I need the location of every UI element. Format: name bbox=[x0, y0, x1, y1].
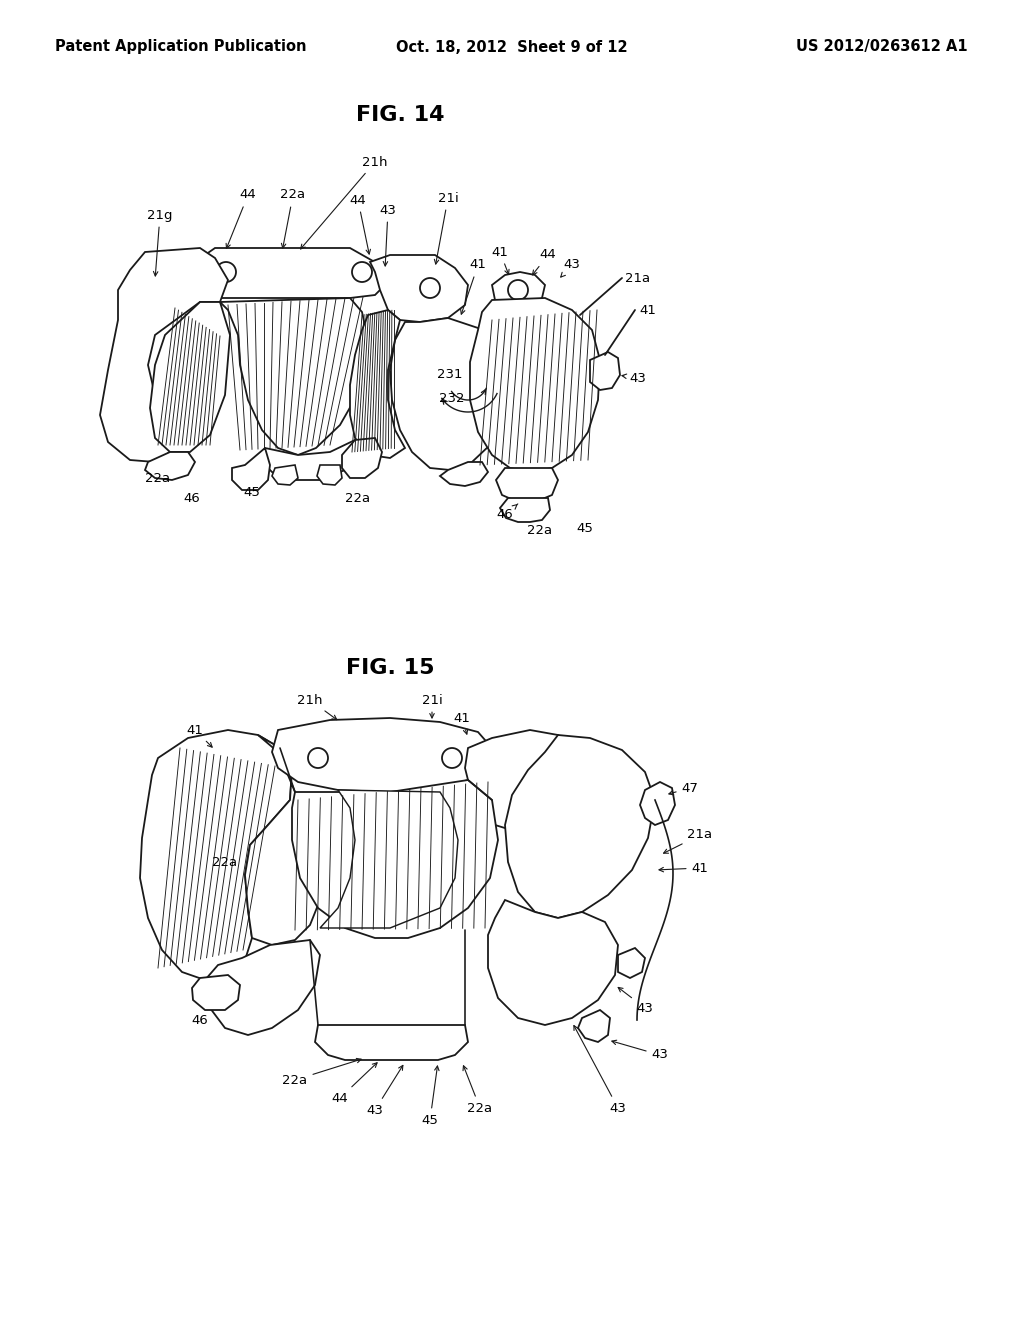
Text: 231: 231 bbox=[437, 368, 463, 381]
Polygon shape bbox=[325, 1030, 355, 1049]
Text: Patent Application Publication: Patent Application Publication bbox=[55, 40, 306, 54]
Text: 45: 45 bbox=[422, 1067, 439, 1126]
Polygon shape bbox=[196, 248, 388, 298]
Text: 46: 46 bbox=[183, 491, 201, 504]
Text: 22a: 22a bbox=[145, 471, 171, 484]
Polygon shape bbox=[505, 735, 655, 917]
Polygon shape bbox=[315, 1026, 468, 1060]
Polygon shape bbox=[492, 272, 545, 306]
Text: 22a: 22a bbox=[345, 491, 371, 504]
Circle shape bbox=[442, 748, 462, 768]
Polygon shape bbox=[272, 465, 298, 484]
Text: 22a: 22a bbox=[527, 524, 553, 536]
Polygon shape bbox=[500, 498, 550, 521]
Text: 21a: 21a bbox=[664, 829, 713, 853]
Polygon shape bbox=[272, 718, 492, 792]
Text: US 2012/0263612 A1: US 2012/0263612 A1 bbox=[797, 40, 968, 54]
Circle shape bbox=[508, 280, 528, 300]
Polygon shape bbox=[496, 469, 558, 502]
Polygon shape bbox=[292, 780, 498, 939]
Text: 22a: 22a bbox=[212, 855, 238, 869]
Polygon shape bbox=[193, 975, 240, 1010]
Text: FIG. 14: FIG. 14 bbox=[355, 106, 444, 125]
Polygon shape bbox=[342, 438, 382, 478]
Text: 46: 46 bbox=[191, 1014, 208, 1027]
Text: 43: 43 bbox=[618, 987, 653, 1015]
Circle shape bbox=[308, 748, 328, 768]
Polygon shape bbox=[440, 462, 488, 486]
Text: 44: 44 bbox=[532, 248, 556, 275]
Text: 22a: 22a bbox=[463, 1065, 493, 1114]
Text: FIG. 15: FIG. 15 bbox=[346, 657, 434, 678]
Polygon shape bbox=[640, 781, 675, 825]
Polygon shape bbox=[470, 298, 600, 473]
Text: 43: 43 bbox=[612, 1040, 669, 1061]
Text: 41: 41 bbox=[492, 246, 509, 275]
Text: 47: 47 bbox=[669, 781, 698, 795]
Text: 21g: 21g bbox=[147, 209, 173, 276]
Text: 44: 44 bbox=[226, 189, 256, 248]
Circle shape bbox=[352, 261, 372, 282]
Polygon shape bbox=[319, 789, 458, 928]
Text: 45: 45 bbox=[244, 486, 260, 499]
Circle shape bbox=[420, 279, 440, 298]
Text: 43: 43 bbox=[622, 371, 646, 384]
Polygon shape bbox=[350, 310, 406, 458]
Polygon shape bbox=[373, 1030, 403, 1049]
Text: Oct. 18, 2012  Sheet 9 of 12: Oct. 18, 2012 Sheet 9 of 12 bbox=[396, 40, 628, 54]
Text: 41: 41 bbox=[454, 711, 470, 734]
Text: 45: 45 bbox=[577, 521, 594, 535]
Text: 43: 43 bbox=[573, 1026, 627, 1114]
Polygon shape bbox=[415, 1030, 445, 1049]
Polygon shape bbox=[488, 900, 618, 1026]
Text: 46: 46 bbox=[497, 504, 518, 521]
Polygon shape bbox=[245, 735, 319, 945]
Text: 41: 41 bbox=[640, 304, 656, 317]
Polygon shape bbox=[370, 255, 468, 322]
Polygon shape bbox=[232, 447, 270, 490]
Text: 21i: 21i bbox=[434, 191, 459, 264]
Text: 43: 43 bbox=[561, 259, 581, 277]
Polygon shape bbox=[317, 465, 342, 484]
Polygon shape bbox=[578, 1010, 610, 1041]
Polygon shape bbox=[390, 318, 510, 470]
Polygon shape bbox=[618, 948, 645, 978]
Text: 41: 41 bbox=[186, 723, 212, 747]
Polygon shape bbox=[205, 940, 319, 1035]
Circle shape bbox=[216, 261, 236, 282]
Text: 21h: 21h bbox=[297, 693, 337, 719]
Polygon shape bbox=[590, 352, 620, 389]
Text: 22a: 22a bbox=[281, 189, 305, 248]
Text: 232: 232 bbox=[439, 392, 465, 404]
Text: 22a: 22a bbox=[283, 1059, 361, 1086]
Text: 44: 44 bbox=[332, 1063, 377, 1105]
Polygon shape bbox=[100, 248, 228, 462]
Polygon shape bbox=[260, 440, 358, 480]
Polygon shape bbox=[220, 298, 368, 455]
Text: 43: 43 bbox=[380, 203, 396, 267]
Text: 21i: 21i bbox=[422, 693, 442, 718]
Text: 41: 41 bbox=[659, 862, 709, 874]
Polygon shape bbox=[140, 730, 292, 979]
Text: 21a: 21a bbox=[626, 272, 650, 285]
Text: 43: 43 bbox=[367, 1065, 402, 1117]
Text: 21h: 21h bbox=[301, 156, 388, 249]
Polygon shape bbox=[145, 451, 195, 480]
Polygon shape bbox=[465, 730, 588, 832]
Text: 44: 44 bbox=[349, 194, 371, 253]
Polygon shape bbox=[150, 302, 230, 451]
Text: 41: 41 bbox=[461, 259, 486, 314]
